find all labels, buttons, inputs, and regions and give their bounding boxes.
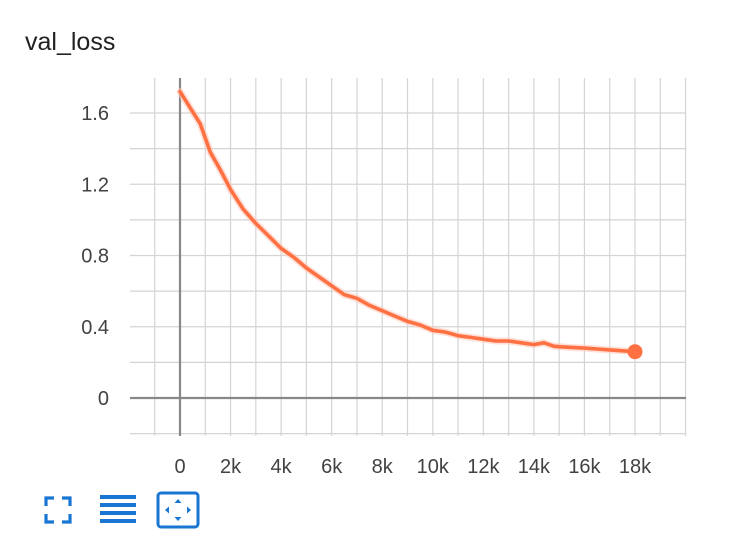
x-tick-label: 8k <box>372 456 394 478</box>
toggle-log-scale-icon <box>100 495 136 523</box>
x-tick-label: 12k <box>467 456 500 478</box>
y-tick-label: 0.8 <box>81 246 109 268</box>
fullscreen-icon <box>44 496 72 524</box>
last-point-marker[interactable] <box>627 344 643 360</box>
fit-domain-icon <box>156 491 200 529</box>
x-tick-label: 4k <box>271 456 293 478</box>
x-tick-label: 14k <box>518 456 551 478</box>
series-line <box>178 89 637 354</box>
y-tick-label: 1.2 <box>81 174 109 196</box>
x-tick-label: 0 <box>174 456 185 478</box>
val-loss-line-chart: 0 2k 4k 6k 8k 10k 12k 14k 16k 18k 0 0.4 0.8 1.2 1.6 <box>81 78 687 478</box>
y-tick-label: 0.4 <box>81 317 109 339</box>
x-tick-label: 10k <box>417 456 450 478</box>
x-tick-label: 2k <box>220 456 242 478</box>
chart-tick-labels: 0 2k 4k 6k 8k 10k 12k 14k 16k 18k 0 0.4 0.8 1.2 1.6 <box>81 103 652 478</box>
x-tick-label: 6k <box>321 456 343 478</box>
chart-grid <box>130 78 687 436</box>
fit-domain-button[interactable] <box>156 488 200 532</box>
x-tick-label: 18k <box>619 456 652 478</box>
toggle-log-scale-button[interactable] <box>96 488 140 532</box>
chart-axes <box>130 78 686 436</box>
y-tick-label: 1.6 <box>81 103 109 125</box>
chart-title: val_loss <box>25 28 116 56</box>
x-tick-label: 16k <box>568 456 601 478</box>
chart-toolbar <box>36 488 216 532</box>
chart-series <box>176 88 643 360</box>
y-tick-label: 0 <box>98 388 109 410</box>
fullscreen-button[interactable] <box>36 488 80 532</box>
